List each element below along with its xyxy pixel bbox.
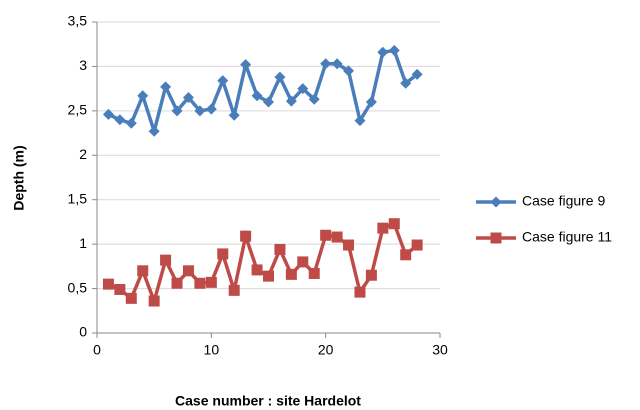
marker: [102, 278, 114, 290]
marker: [171, 105, 183, 117]
marker: [297, 256, 309, 268]
marker: [411, 68, 423, 80]
marker: [377, 46, 389, 58]
y-tick-label: 2: [79, 146, 87, 162]
marker: [160, 81, 172, 93]
y-tick-label: 2,5: [68, 102, 88, 118]
marker: [365, 269, 377, 281]
marker: [228, 109, 240, 121]
marker: [228, 284, 240, 296]
marker: [114, 283, 126, 295]
y-tick-label: 0,5: [68, 279, 88, 295]
marker: [285, 268, 297, 280]
y-tick-label: 0: [79, 324, 87, 340]
legend-label: Case figure 9: [522, 193, 605, 209]
marker: [251, 264, 263, 276]
legend-label: Case figure 11: [522, 229, 612, 245]
marker: [240, 59, 252, 71]
marker: [240, 230, 252, 242]
marker: [320, 229, 332, 241]
marker: [182, 92, 194, 104]
marker: [400, 77, 412, 89]
x-axis-title: Case number : site Hardelot: [175, 393, 361, 409]
marker: [125, 117, 137, 129]
marker: [194, 105, 206, 117]
marker: [320, 58, 332, 70]
marker: [205, 103, 217, 115]
marker: [285, 95, 297, 107]
x-tick-label: 0: [93, 342, 101, 358]
marker: [217, 248, 229, 260]
marker: [365, 96, 377, 108]
y-tick-label: 3: [79, 57, 87, 73]
y-tick-label: 1,5: [68, 190, 88, 206]
y-axis-title: Depth (m): [11, 145, 27, 210]
marker: [308, 93, 320, 105]
x-tick-label: 10: [204, 342, 220, 358]
marker: [400, 249, 412, 261]
marker: [274, 243, 286, 255]
marker: [171, 277, 183, 289]
marker: [331, 231, 343, 243]
marker: [217, 75, 229, 87]
marker: [354, 286, 366, 298]
marker: [137, 265, 149, 277]
marker: [308, 267, 320, 279]
marker: [388, 44, 400, 56]
marker: [354, 115, 366, 127]
marker: [388, 218, 400, 230]
x-tick-label: 20: [318, 342, 334, 358]
marker: [114, 114, 126, 126]
series-line: [107, 48, 419, 134]
series-line: [107, 221, 419, 303]
marker: [137, 90, 149, 102]
marker: [205, 276, 217, 288]
marker: [377, 222, 389, 234]
marker: [490, 196, 502, 208]
marker: [263, 96, 274, 108]
marker: [182, 265, 194, 277]
marker: [102, 108, 114, 120]
marker: [297, 83, 309, 95]
marker: [251, 90, 263, 102]
y-tick-label: 3,5: [68, 13, 88, 29]
marker: [343, 239, 355, 251]
marker: [343, 65, 355, 77]
marker: [263, 270, 274, 282]
marker: [274, 71, 286, 83]
marker: [194, 277, 206, 289]
marker: [125, 292, 137, 304]
marker: [490, 232, 502, 244]
marker: [411, 239, 423, 251]
marker: [148, 125, 160, 137]
marker: [160, 254, 172, 266]
marker: [331, 58, 343, 70]
y-tick-label: 1: [79, 235, 87, 251]
x-tick-label: 30: [432, 342, 448, 358]
marker: [148, 295, 160, 307]
